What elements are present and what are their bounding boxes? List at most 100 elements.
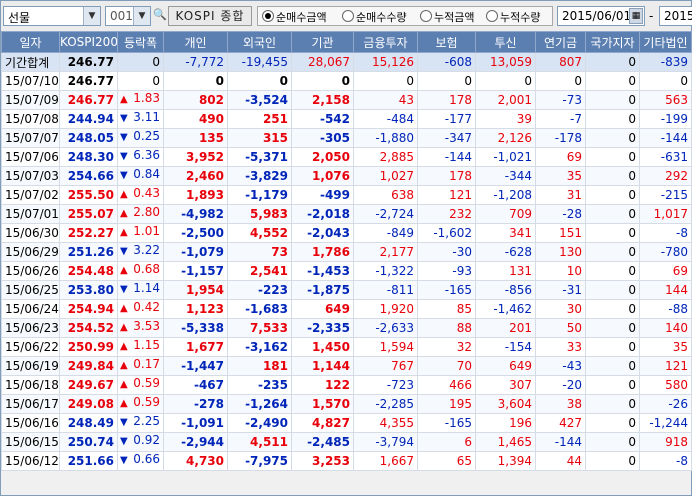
table-row[interactable]: 15/06/24 254.94 ▲ 0.42 1,123 -1,683 649 1,920 85… — [1, 299, 692, 319]
table-row[interactable]: 15/06/15 250.74 ▼ 0.92 -2,944 4,511 -2,485 -3,7… — [1, 432, 692, 452]
cell-date: 15/06/26 — [1, 261, 60, 281]
col-header[interactable]: 국가지자 — [585, 31, 640, 53]
cell-foreign: -223 — [227, 280, 292, 300]
up-triangle-icon: ▲ — [120, 208, 128, 219]
table-row[interactable]: 15/06/12 251.66 ▼ 0.66 4,730 -7,975 3,253 1,667… — [1, 451, 692, 471]
cell-insurance: 466 — [417, 375, 476, 395]
cell-date: 15/07/03 — [1, 166, 60, 186]
cell-individual: 1,677 — [163, 337, 228, 357]
cell-kospi: 250.99 — [59, 337, 118, 357]
cell-state: 0 — [585, 90, 640, 110]
cell-fin-invest: 1,920 — [353, 299, 418, 319]
cell-change: ▲ 0.43 — [117, 185, 164, 205]
calendar-icon[interactable]: ▦ — [629, 8, 643, 24]
date-from-input[interactable]: 2015/06/01 ▦ — [557, 6, 645, 26]
table-row[interactable]: 15/07/01 255.07 ▲ 2.80 -4,982 5,983 -2,018 -2,7… — [1, 204, 692, 224]
chevron-down-icon[interactable]: ▼ — [133, 7, 150, 25]
cell-institution: -542 — [291, 109, 354, 129]
cell-individual: -1,079 — [163, 242, 228, 262]
cell-change: ▼ 6.36 — [117, 147, 164, 167]
cell-foreign: -3,829 — [227, 166, 292, 186]
cell-fin-invest: -811 — [353, 280, 418, 300]
cell-pension: 807 — [535, 52, 586, 72]
cell-date: 15/06/18 — [1, 375, 60, 395]
total-row[interactable]: 기간합계 246.77 0 -7,772 -19,455 28,067 15,1… — [1, 52, 692, 72]
cell-trust: 3,604 — [475, 394, 536, 414]
col-header[interactable]: 기타법인 — [639, 31, 692, 53]
cell-change: ▼ 0.66 — [117, 451, 164, 471]
table-row[interactable]: 15/06/29 251.26 ▼ 3.22 -1,079 73 1,786 2,177 -30… — [1, 242, 692, 262]
code-select[interactable]: 001 ▼ — [105, 6, 151, 26]
table-row[interactable]: 15/06/22 250.99 ▲ 1.15 1,677 -3,162 1,450 1,594… — [1, 337, 692, 357]
col-header[interactable]: 금융투자 — [353, 31, 418, 53]
table-row[interactable]: 15/07/10 246.77 0 0 0 0 0 0 0 0 0 0 — [1, 71, 692, 91]
radio-cumulative-quantity[interactable]: 누적수량 — [486, 9, 540, 25]
cell-change-value: 2.80 — [133, 205, 160, 220]
down-triangle-icon: ▼ — [120, 170, 128, 181]
date-to-input[interactable]: 2015/ — [659, 6, 692, 26]
col-header[interactable]: 개인 — [163, 31, 228, 53]
cell-other-corp: 121 — [639, 356, 692, 376]
market-select[interactable]: 선물 ▼ — [3, 6, 101, 26]
cell-trust: 196 — [475, 413, 536, 433]
cell-change: 0 — [117, 71, 164, 91]
cell-institution: 2,050 — [291, 147, 354, 167]
table-row[interactable]: 15/06/17 249.08 ▲ 0.59 -278 -1,264 1,570 -2,285… — [1, 394, 692, 414]
cell-foreign: 7,533 — [227, 318, 292, 338]
cell-kospi: 248.49 — [59, 413, 118, 433]
table-row[interactable]: 15/06/30 252.27 ▲ 1.01 -2,500 4,552 -2,043 -849… — [1, 223, 692, 243]
chevron-down-icon[interactable]: ▼ — [83, 7, 100, 25]
table-row[interactable]: 15/07/07 248.05 ▼ 0.25 135 315 -305 -1,880 -347 2… — [1, 128, 692, 148]
cell-other-corp: 35 — [639, 337, 692, 357]
table-row[interactable]: 15/07/06 248.30 ▼ 6.36 3,952 -5,371 2,050 2,885… — [1, 147, 692, 167]
total-label: 기간합계 — [1, 52, 60, 72]
table-row[interactable]: 15/06/23 254.52 ▲ 3.53 -5,338 7,533 -2,335 -2,6… — [1, 318, 692, 338]
col-header[interactable]: 일자 — [1, 31, 60, 53]
cell-kospi: 254.94 — [59, 299, 118, 319]
cell-insurance: -177 — [417, 109, 476, 129]
radio-cumulative-amount[interactable]: 누적금액 — [420, 9, 474, 25]
cell-pension: 69 — [535, 147, 586, 167]
radio-net-buy-amount[interactable]: 순매수금액 — [262, 9, 327, 25]
table-row[interactable]: 15/06/19 249.84 ▲ 0.17 -1,447 181 1,144 767 70 64… — [1, 356, 692, 376]
cell-pension: 38 — [535, 394, 586, 414]
cell-fin-invest: -3,794 — [353, 432, 418, 452]
table-row[interactable]: 15/07/09 246.77 ▲ 1.83 802 -3,524 2,158 43 178 2,… — [1, 90, 692, 110]
down-triangle-icon: ▼ — [120, 455, 128, 466]
cell-state: 0 — [585, 71, 640, 91]
col-header[interactable]: 기관 — [291, 31, 354, 53]
cell-kospi: 246.77 — [59, 71, 118, 91]
table-row[interactable]: 15/06/26 254.48 ▲ 0.68 -1,157 2,541 -1,453 -1,3… — [1, 261, 692, 281]
cell-pension: 151 — [535, 223, 586, 243]
cell-other-corp: -26 — [639, 394, 692, 414]
radio-label: 누적금액 — [434, 11, 475, 24]
cell-other-corp: 1,017 — [639, 204, 692, 224]
table-row[interactable]: 15/07/08 244.94 ▼ 3.11 490 251 -542 -484 -177 39-… — [1, 109, 692, 129]
cell-other-corp: 918 — [639, 432, 692, 452]
table-row[interactable]: 15/06/16 248.49 ▼ 2.25 -1,091 -2,490 4,827 4,35… — [1, 413, 692, 433]
col-header[interactable]: 등락폭 — [117, 31, 164, 53]
cell-state: 0 — [585, 375, 640, 395]
table-row[interactable]: 15/06/25 253.80 ▼ 1.14 1,954 -223 -1,875 -811 -1… — [1, 280, 692, 300]
cell-fin-invest: -723 — [353, 375, 418, 395]
table-row[interactable]: 15/07/02 255.50 ▲ 0.43 1,893 -1,179 -499 638 121… — [1, 185, 692, 205]
cell-date: 15/06/25 — [1, 280, 60, 300]
cell-change-value: 0.68 — [133, 262, 160, 277]
search-icon[interactable]: 🔍 — [153, 8, 167, 21]
cell-fin-invest: 767 — [353, 356, 418, 376]
col-header[interactable]: 외국인 — [227, 31, 292, 53]
cell-institution: -1,875 — [291, 280, 354, 300]
cell-foreign: -7,975 — [227, 451, 292, 471]
col-header[interactable]: 투신 — [475, 31, 536, 53]
col-header[interactable]: 연기금 — [535, 31, 586, 53]
cell-state: 0 — [585, 299, 640, 319]
radio-net-buy-quantity[interactable]: 순매수수량 — [342, 9, 407, 25]
radio-label: 순매수금액 — [276, 11, 327, 24]
col-header[interactable]: 보험 — [417, 31, 476, 53]
table-row[interactable]: 15/06/18 249.67 ▲ 0.59 -467 -235 122 -723 466 307… — [1, 375, 692, 395]
cell-individual: -1,091 — [163, 413, 228, 433]
table-row[interactable]: 15/07/03 254.66 ▼ 0.84 2,460 -3,829 1,076 1,027… — [1, 166, 692, 186]
cell-other-corp: -839 — [639, 52, 692, 72]
cell-date: 15/06/19 — [1, 356, 60, 376]
col-header[interactable]: KOSPI200 — [59, 31, 118, 53]
